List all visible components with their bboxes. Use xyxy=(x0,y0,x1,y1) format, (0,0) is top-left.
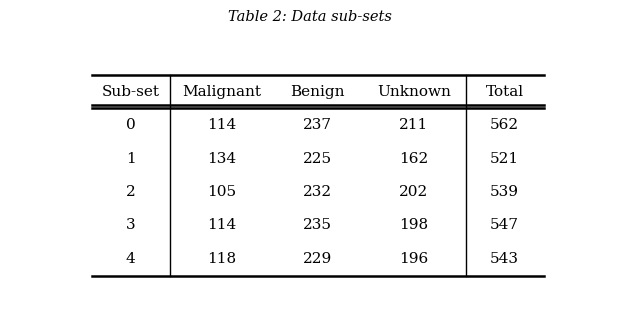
Text: 1: 1 xyxy=(126,152,136,166)
Text: 114: 114 xyxy=(207,118,236,132)
Text: 3: 3 xyxy=(126,218,136,232)
Text: 547: 547 xyxy=(490,218,519,232)
Text: 0: 0 xyxy=(126,118,136,132)
Text: Benign: Benign xyxy=(291,85,345,99)
Text: 162: 162 xyxy=(399,152,428,166)
Text: Sub-set: Sub-set xyxy=(102,85,160,99)
Text: 202: 202 xyxy=(399,185,428,199)
Text: Unknown: Unknown xyxy=(377,85,451,99)
Text: Malignant: Malignant xyxy=(182,85,261,99)
Text: 543: 543 xyxy=(490,252,519,266)
Text: 196: 196 xyxy=(399,252,428,266)
Text: 114: 114 xyxy=(207,218,236,232)
Text: Table 2: Data sub-sets: Table 2: Data sub-sets xyxy=(228,10,392,24)
Text: 198: 198 xyxy=(399,218,428,232)
Text: Total: Total xyxy=(485,85,524,99)
Text: 118: 118 xyxy=(207,252,236,266)
Text: 237: 237 xyxy=(303,118,332,132)
Text: 2: 2 xyxy=(126,185,136,199)
Text: 235: 235 xyxy=(303,218,332,232)
Text: 4: 4 xyxy=(126,252,136,266)
Text: 211: 211 xyxy=(399,118,428,132)
Text: 229: 229 xyxy=(303,252,332,266)
Text: 521: 521 xyxy=(490,152,519,166)
Text: 105: 105 xyxy=(207,185,236,199)
Text: 562: 562 xyxy=(490,118,519,132)
Text: 539: 539 xyxy=(490,185,519,199)
Text: 134: 134 xyxy=(207,152,236,166)
Text: 232: 232 xyxy=(303,185,332,199)
Text: 225: 225 xyxy=(303,152,332,166)
